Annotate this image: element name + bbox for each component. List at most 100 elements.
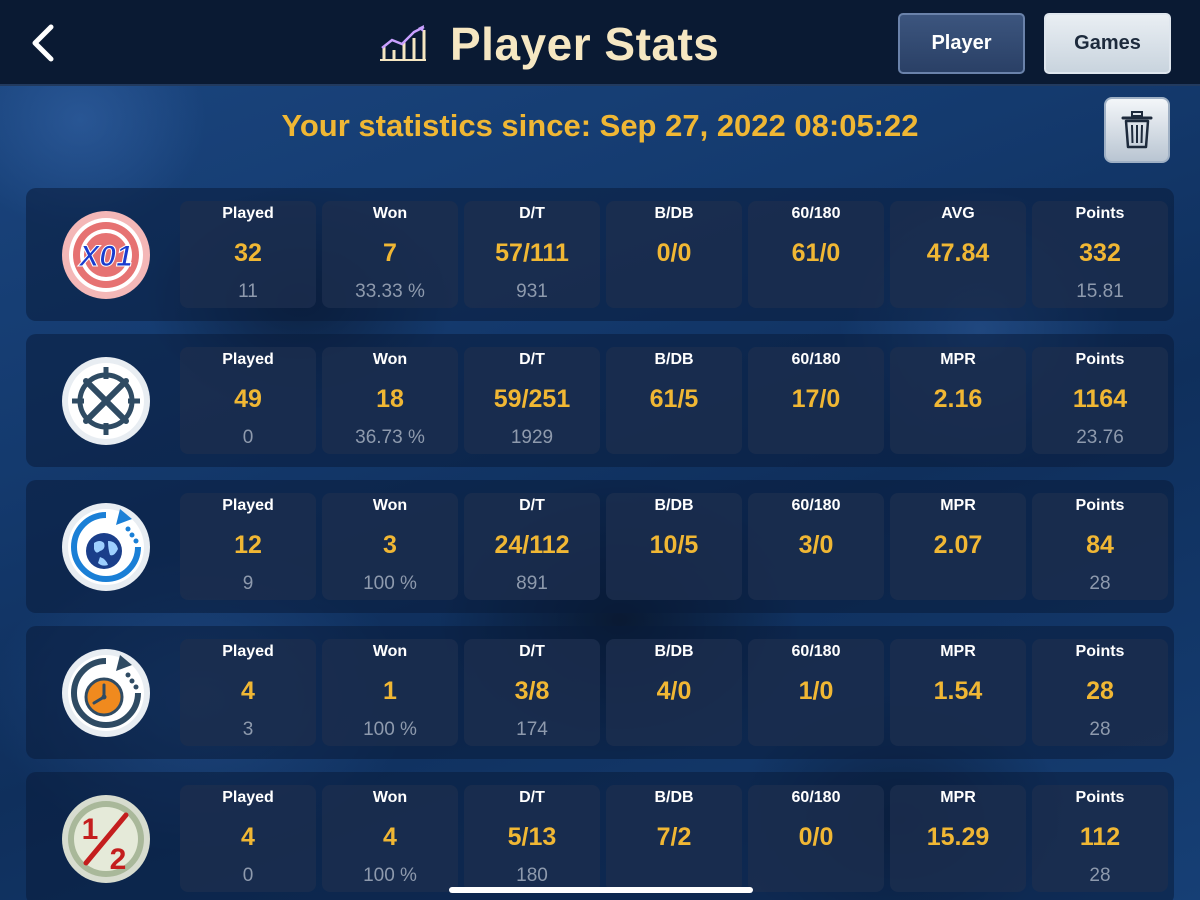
stat-value: 3 <box>383 531 397 559</box>
cricket-crosshair-icon <box>60 355 152 447</box>
stat-value: 17/0 <box>791 385 841 413</box>
stat-label: Points <box>1075 643 1125 660</box>
stat-value: 12 <box>234 531 262 559</box>
stat-cell-bdb: B/DB 0/0 <box>606 201 742 308</box>
stat-value: 3/8 <box>514 677 550 705</box>
stat-cell-played: Played 32 11 <box>180 201 316 308</box>
stat-cell-60-180: 60/180 3/0 <box>748 493 884 600</box>
stat-value: 15.29 <box>926 823 990 851</box>
stat-label: D/T <box>519 205 545 222</box>
stat-cell-mpr: MPR 2.16 <box>890 347 1026 454</box>
stat-value: 2.07 <box>933 531 983 559</box>
stat-value: 59/251 <box>493 385 571 413</box>
stat-label: MPR <box>940 643 976 660</box>
stat-subvalue: 28 <box>1089 573 1111 594</box>
stat-subvalue: 15.81 <box>1076 281 1124 302</box>
stat-value: 1164 <box>1072 385 1128 413</box>
tab-player[interactable]: Player <box>898 13 1025 74</box>
stat-label: Played <box>222 497 274 514</box>
stat-value: 18 <box>376 385 404 413</box>
stat-label: AVG <box>941 205 975 222</box>
stat-cell-won: Won 4 100 % <box>322 785 458 892</box>
stats-row-cricket[interactable]: Played 49 0 Won 18 36.73 % D/T 59/251 19… <box>26 334 1174 467</box>
stat-cell-played: Played 4 0 <box>180 785 316 892</box>
stat-label: Played <box>222 351 274 368</box>
stat-label: D/T <box>519 497 545 514</box>
stat-label: Points <box>1075 789 1125 806</box>
stat-label: 60/180 <box>791 643 841 660</box>
stat-subvalue: 36.73 % <box>355 427 425 448</box>
stat-cell-points: Points 28 28 <box>1032 639 1168 746</box>
stat-subvalue: 33.33 % <box>355 281 425 302</box>
stat-cell-60-180: 60/180 61/0 <box>748 201 884 308</box>
stats-row-around-the-clock[interactable]: Played 4 3 Won 1 100 % D/T 3/8 174 B/DB … <box>26 626 1174 759</box>
stat-value: 49 <box>234 385 262 413</box>
stat-value: 112 <box>1079 823 1121 851</box>
stat-cell-mpr: MPR 2.07 <box>890 493 1026 600</box>
stat-cell-bdb: B/DB 61/5 <box>606 347 742 454</box>
stat-label: 60/180 <box>791 497 841 514</box>
globe-cycle-icon <box>60 501 152 593</box>
stat-label: Won <box>372 497 408 514</box>
stat-subvalue: 174 <box>516 719 548 740</box>
stat-value: 332 <box>1079 239 1121 267</box>
stat-label: Played <box>222 205 274 222</box>
stat-cell-points: Points 1164 23.76 <box>1032 347 1168 454</box>
stat-cell-dt: D/T 3/8 174 <box>464 639 600 746</box>
half-denominator: 2 <box>110 843 127 876</box>
stat-cell-mpr: MPR 1.54 <box>890 639 1026 746</box>
back-button[interactable] <box>18 18 66 68</box>
stat-cell-dt: D/T 24/112 891 <box>464 493 600 600</box>
stat-cell-60-180: 60/180 1/0 <box>748 639 884 746</box>
stat-label: MPR <box>940 789 976 806</box>
stat-value: 3/0 <box>798 531 834 559</box>
stat-cell-avg: AVG 47.84 <box>890 201 1026 308</box>
stat-label: B/DB <box>654 205 694 222</box>
stat-value: 1.54 <box>933 677 983 705</box>
stat-value: 7 <box>383 239 397 267</box>
stat-cell-won: Won 18 36.73 % <box>322 347 458 454</box>
stat-label: Played <box>222 789 274 806</box>
stats-row-around-the-world[interactable]: Played 12 9 Won 3 100 % D/T 24/112 891 B… <box>26 480 1174 613</box>
stat-cell-played: Played 12 9 <box>180 493 316 600</box>
stat-label: 60/180 <box>791 351 841 368</box>
stat-value: 7/2 <box>656 823 692 851</box>
stats-row-x01[interactable]: X01 Played 32 11 Won 7 33.33 % D/T 57/11… <box>26 188 1174 321</box>
reset-stats-button[interactable] <box>1104 97 1170 163</box>
home-indicator[interactable] <box>449 887 753 893</box>
stat-cell-points: Points 112 28 <box>1032 785 1168 892</box>
stat-cell-dt: D/T 5/13 180 <box>464 785 600 892</box>
trash-icon <box>1121 111 1153 149</box>
stat-label: D/T <box>519 351 545 368</box>
stat-subvalue: 100 % <box>363 865 417 886</box>
stat-value: 47.84 <box>926 239 990 267</box>
line-chart-icon <box>380 25 426 61</box>
stat-subvalue: 1929 <box>510 427 554 448</box>
stat-cell-bdb: B/DB 10/5 <box>606 493 742 600</box>
stat-subvalue: 11 <box>238 281 258 302</box>
stat-subvalue: 180 <box>516 865 548 886</box>
stat-label: 60/180 <box>791 205 841 222</box>
stat-cell-mpr: MPR 15.29 <box>890 785 1026 892</box>
top-bar: Player Stats Player Games <box>0 0 1200 86</box>
stat-subvalue: 891 <box>516 573 548 594</box>
stat-value: 1 <box>383 677 397 705</box>
stat-subvalue: 931 <box>516 281 548 302</box>
stat-subvalue: 0 <box>242 427 254 448</box>
stat-cell-points: Points 332 15.81 <box>1032 201 1168 308</box>
stat-label: Won <box>372 351 408 368</box>
stat-subvalue: 23.76 <box>1076 427 1124 448</box>
title-group: Player Stats <box>378 14 719 74</box>
stat-label: MPR <box>940 351 976 368</box>
stat-subvalue: 100 % <box>363 573 417 594</box>
stat-subvalue: 9 <box>242 573 254 594</box>
stat-value: 2.16 <box>933 385 983 413</box>
stats-row-halve-it[interactable]: 1 2 Played 4 0 Won 4 100 % D/T 5/13 180 … <box>26 772 1174 900</box>
tab-games[interactable]: Games <box>1044 13 1171 74</box>
stat-subvalue: 0 <box>242 865 254 886</box>
stat-cell-60-180: 60/180 0/0 <box>748 785 884 892</box>
stat-label: B/DB <box>654 497 694 514</box>
stat-cell-bdb: B/DB 7/2 <box>606 785 742 892</box>
stat-subvalue: 28 <box>1089 865 1111 886</box>
stat-label: Won <box>372 643 408 660</box>
